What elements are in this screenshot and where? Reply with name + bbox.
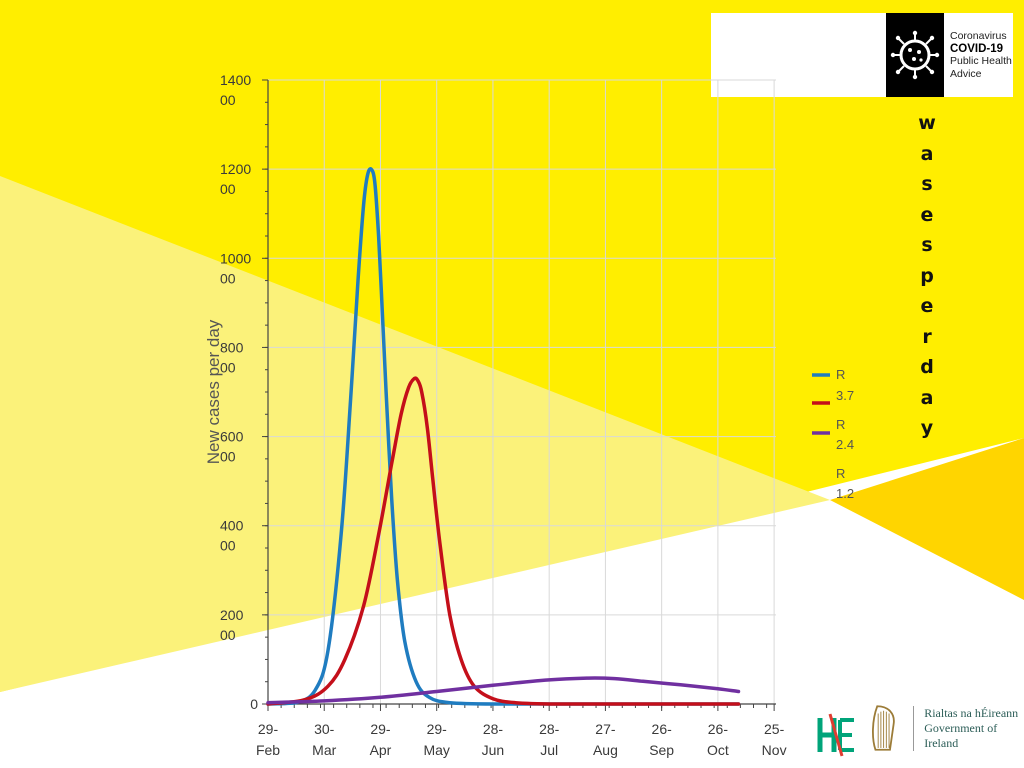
y-tick-label: 00 bbox=[220, 538, 236, 554]
legend-label-3: R bbox=[836, 466, 845, 481]
covid-logo-line: Coronavirus bbox=[950, 30, 1007, 42]
hse-logo-icon bbox=[816, 712, 858, 763]
x-tick-label: Sep bbox=[649, 742, 674, 758]
chart-tick-labels: 0 200 00 400 00 600 00 800 00 1000 00 1200 00 1400 00 2… bbox=[220, 72, 787, 758]
y-tick-label: 200 bbox=[220, 607, 244, 623]
vertical-caption-letter: y bbox=[920, 417, 934, 439]
x-tick-label: 29- bbox=[258, 721, 279, 737]
vertical-caption-letter: s bbox=[921, 173, 933, 195]
covid-logo-text: Coronavirus COVID-19 Public Health Advic… bbox=[944, 30, 1012, 80]
amber-corner bbox=[830, 438, 1024, 600]
x-tick-label: 25- bbox=[764, 721, 785, 737]
x-tick-label: 28- bbox=[483, 721, 504, 737]
logo-panel bbox=[711, 13, 1013, 97]
x-tick-label: Jun bbox=[482, 742, 505, 758]
x-tick-label: 29- bbox=[427, 721, 448, 737]
vertical-caption-letter: a bbox=[920, 142, 934, 165]
x-tick-label: 26- bbox=[708, 721, 729, 737]
legend-label-1: R bbox=[836, 367, 845, 382]
y-tick-label: 1200 bbox=[220, 161, 251, 177]
vertical-caption-letter: p bbox=[920, 264, 934, 287]
y-tick-label: 00 bbox=[220, 627, 236, 643]
y-tick-label: 0 bbox=[250, 696, 258, 712]
government-logo-text: Rialtas na hÉireann Government of Irelan… bbox=[913, 705, 1024, 751]
y-tick-label: 800 bbox=[220, 339, 244, 355]
x-tick-label: Feb bbox=[256, 742, 280, 758]
y-tick-label: 600 bbox=[220, 429, 244, 445]
x-tick-label: May bbox=[423, 742, 449, 758]
gov-line-irish: Rialtas na hÉireann bbox=[924, 705, 1019, 720]
x-tick-label: 26- bbox=[652, 721, 673, 737]
vertical-caption-letter: e bbox=[920, 203, 934, 226]
gov-line-english: Government of Ireland bbox=[924, 720, 998, 750]
chart-axes bbox=[262, 79, 776, 711]
vertical-caption-letter: s bbox=[921, 234, 933, 256]
legend-label-2: R bbox=[836, 417, 845, 432]
covid-logo-line: COVID-19 bbox=[950, 42, 1004, 55]
vertical-caption-letter: a bbox=[920, 386, 934, 409]
legend-label-2: 2.4 bbox=[836, 437, 854, 452]
chart-legend: R 3.7 R 2.4 R 1.2 bbox=[812, 367, 854, 501]
y-tick-label: 00 bbox=[220, 92, 236, 108]
y-tick-label: 00 bbox=[220, 270, 236, 286]
x-tick-label: Apr bbox=[370, 742, 392, 758]
y-tick-label: 400 bbox=[220, 518, 244, 534]
chart-series bbox=[266, 167, 741, 706]
x-tick-label: Oct bbox=[707, 742, 729, 758]
vertical-caption-letter: d bbox=[920, 356, 934, 378]
vertical-caption-letter: r bbox=[922, 325, 932, 348]
x-tick-label: Mar bbox=[312, 742, 336, 758]
x-tick-label: 30- bbox=[314, 721, 335, 737]
series-line-1 bbox=[266, 167, 741, 706]
vertical-caption-letter: e bbox=[920, 295, 934, 317]
x-tick-label: Jul bbox=[540, 742, 558, 758]
chart-grid bbox=[268, 79, 776, 704]
y-tick-label: 00 bbox=[220, 449, 236, 465]
y-tick-label: 1400 bbox=[220, 72, 251, 88]
x-tick-label: Aug bbox=[593, 742, 618, 758]
virus-icon bbox=[886, 13, 944, 97]
covid-logo-line: Advice bbox=[950, 67, 982, 80]
x-tick-label: 29- bbox=[370, 721, 391, 737]
harp-emblem-icon bbox=[872, 705, 895, 751]
pale-yellow-band bbox=[0, 176, 830, 692]
legend-label-1: 3.7 bbox=[836, 388, 854, 403]
vertical-caption-letter: w bbox=[918, 112, 936, 134]
y-tick-label: 00 bbox=[220, 181, 236, 197]
y-tick-label: 1000 bbox=[220, 250, 251, 266]
x-tick-label: 28- bbox=[539, 721, 560, 737]
x-tick-label: Nov bbox=[762, 742, 787, 758]
covid-logo-line: Public Health bbox=[950, 55, 1012, 67]
series-line-3 bbox=[266, 676, 741, 705]
legend-label-3: 1.2 bbox=[836, 486, 854, 501]
y-tick-label: 00 bbox=[220, 359, 236, 375]
series-line-2 bbox=[266, 376, 741, 706]
x-tick-label: 27- bbox=[595, 721, 616, 737]
government-of-ireland-logo: Rialtas na hÉireann Government of Irelan… bbox=[870, 700, 1024, 756]
y-axis-label: New cases per day bbox=[204, 319, 223, 464]
covid-logo: Coronavirus COVID-19 Public Health Advic… bbox=[886, 13, 1013, 97]
